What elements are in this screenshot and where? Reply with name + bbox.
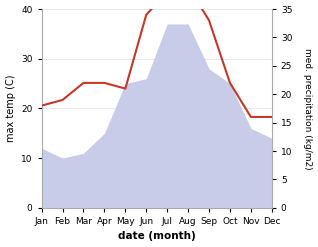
Y-axis label: med. precipitation (kg/m2): med. precipitation (kg/m2) <box>303 48 313 169</box>
X-axis label: date (month): date (month) <box>118 231 196 242</box>
Y-axis label: max temp (C): max temp (C) <box>5 75 16 142</box>
